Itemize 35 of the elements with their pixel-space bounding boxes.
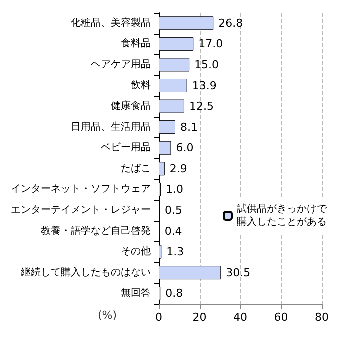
text: 6.0 xyxy=(176,142,194,155)
x-tick-label: 60 xyxy=(274,311,288,324)
text: 17.0 xyxy=(198,38,224,51)
text: 15.0 xyxy=(194,58,220,72)
text: 12.5 xyxy=(189,100,214,114)
x-tick-label: 40 xyxy=(234,311,248,324)
text: 1.0 xyxy=(166,183,184,196)
x-tick-label: 0 xyxy=(156,311,162,324)
y-tick-label: ヘアケア用品 xyxy=(91,59,151,70)
y-tick-label: その他 xyxy=(121,246,151,258)
y-tick-label: 化粧品、美容製品 xyxy=(71,16,151,29)
text: 0.8 xyxy=(166,287,184,300)
y-tick-label: 日用品、生活用品 xyxy=(71,120,151,133)
y-tick-label: 継続して購入したものはない xyxy=(20,266,151,278)
y-tick-label: エンターテイメント・レジャー xyxy=(11,204,151,216)
y-tick-label: 健康食品 xyxy=(111,100,151,112)
text: 8.1 xyxy=(180,120,198,134)
text: 26.8 xyxy=(218,16,244,30)
text: 2.9 xyxy=(170,162,188,176)
text: 13.9 xyxy=(192,79,217,92)
x-tick-label: 20 xyxy=(192,311,207,324)
y-tick-label: 食料品 xyxy=(121,38,151,50)
text: 0.5 xyxy=(165,204,183,217)
y-tick-label: たばこ xyxy=(121,163,151,174)
x-axis-title: (%) xyxy=(98,309,118,322)
y-tick-label: 飲料 xyxy=(131,79,151,92)
text: 0.4 xyxy=(164,224,182,238)
y-tick-label: ベビー用品 xyxy=(101,142,151,154)
text: 30.5 xyxy=(226,266,251,280)
y-tick-label: インターネット・ソフトウェア xyxy=(11,184,151,196)
y-tick-label: 無回答 xyxy=(121,287,151,300)
x-tick-label: 80 xyxy=(315,311,329,324)
legend-label: 試供品がきっかけで購入したことがある xyxy=(237,203,328,228)
y-tick-label: 教養・語学など自己啓発 xyxy=(41,224,151,237)
text: 1.3 xyxy=(166,246,184,259)
